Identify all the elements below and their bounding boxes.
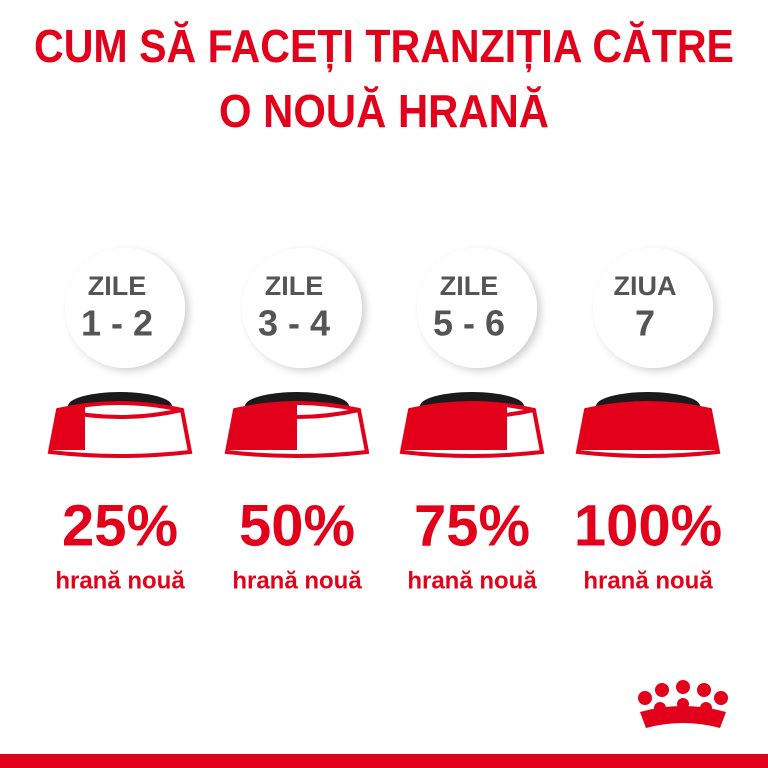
bowl-rim (57, 408, 183, 419)
bowl (224, 392, 370, 458)
bowl (399, 392, 545, 458)
bowl (575, 392, 721, 458)
day-badge (593, 248, 713, 368)
bowl-rim (585, 408, 711, 419)
share-label: 75% (414, 493, 530, 558)
day-badge (65, 248, 185, 368)
day-range: 3 - 4 (258, 303, 330, 344)
bowl-rim (409, 408, 535, 419)
logo (638, 680, 728, 728)
title-line: CUM SĂ FACEȚI TRANZIȚIA CĂTRE (34, 20, 734, 73)
caption: hrană nouă (407, 567, 537, 594)
share-label: 50% (239, 493, 355, 558)
share-label: 25% (62, 493, 178, 558)
bowl-rim (234, 408, 360, 419)
caption: hrană nouă (55, 567, 185, 594)
day-range: 5 - 6 (433, 303, 505, 344)
day-range: 1 - 2 (81, 303, 153, 344)
bowl-outline (224, 401, 370, 458)
bowl-outline (47, 401, 193, 458)
title-line: O NOUĂ HRANĂ (219, 85, 549, 137)
day-label: ZILE (265, 271, 324, 301)
day-badge (417, 248, 537, 368)
bowl-outline (399, 401, 545, 458)
new-food-share (578, 403, 718, 450)
share-label: 100% (574, 493, 722, 558)
caption: hrană nouă (232, 567, 362, 594)
footer-bar (0, 754, 768, 768)
bowl (47, 392, 193, 458)
day-label: ZILE (88, 271, 147, 301)
day-label: ZILE (440, 271, 499, 301)
caption: hrană nouă (583, 567, 713, 594)
day-range: 7 (635, 303, 655, 344)
day-label: ZIUA (614, 271, 677, 301)
day-badge (242, 248, 362, 368)
bowl-outline (575, 401, 721, 458)
